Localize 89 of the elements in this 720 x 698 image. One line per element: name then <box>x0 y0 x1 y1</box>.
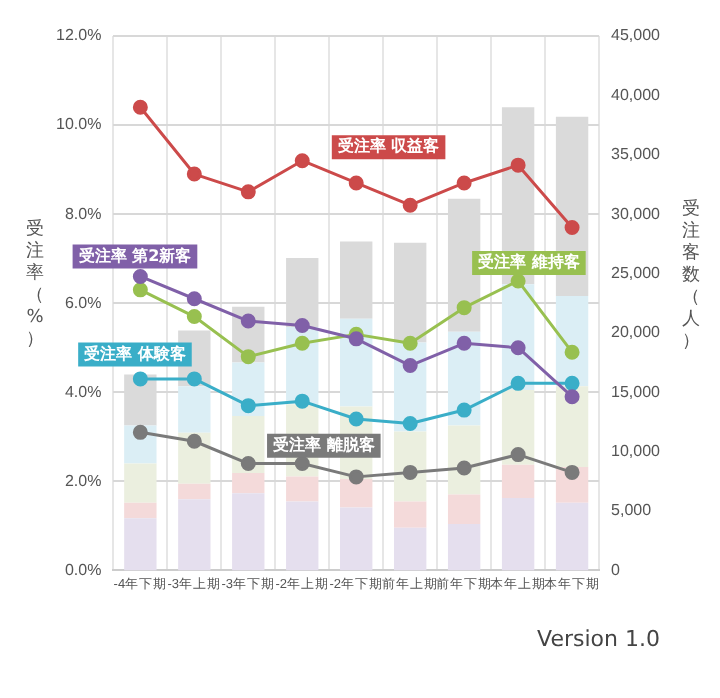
y-tick-label: 2.0% <box>64 471 102 490</box>
y2-tick-label: 5,000 <box>611 501 653 520</box>
bar <box>447 494 481 525</box>
point <box>564 344 580 360</box>
y2-axis-title: 受注客数（人） <box>680 200 702 354</box>
bar <box>178 499 211 571</box>
y2-tick-label: 30,000 <box>611 204 662 223</box>
bar <box>393 527 427 571</box>
y2-tick-label: 40,000 <box>611 85 662 104</box>
y-tick-label: 10.0% <box>55 115 102 134</box>
y-tick-label: 4.0% <box>64 382 102 401</box>
point <box>510 157 526 173</box>
point <box>186 291 202 307</box>
bar <box>555 502 589 571</box>
point <box>510 447 526 463</box>
point <box>456 402 472 418</box>
point <box>348 175 364 191</box>
y2-tick-label: 0 <box>611 560 622 579</box>
point <box>402 415 418 431</box>
point <box>348 331 364 347</box>
series-label: 受注率 体験客 <box>82 342 186 363</box>
y2-tick-label: 15,000 <box>611 382 662 401</box>
point <box>456 300 472 316</box>
point <box>186 433 202 449</box>
bar <box>178 483 211 500</box>
point <box>456 335 472 351</box>
series-label: 受注率 離脱客 <box>271 433 375 454</box>
point <box>456 175 472 191</box>
point <box>132 371 148 387</box>
bar <box>447 425 481 495</box>
point <box>240 184 256 200</box>
point <box>564 219 580 235</box>
y2-tick-label: 20,000 <box>611 323 662 342</box>
point <box>510 273 526 289</box>
y-tick-label: 12.0% <box>55 26 102 45</box>
point <box>564 375 580 391</box>
point <box>294 153 310 169</box>
point <box>132 424 148 440</box>
series-label: 受注率 維持客 <box>476 251 580 272</box>
y2-tick-label: 45,000 <box>611 26 662 45</box>
point <box>348 469 364 485</box>
series-label: 受注率 第2新客 <box>76 244 192 265</box>
point <box>510 375 526 391</box>
point <box>240 313 256 329</box>
point <box>294 393 310 409</box>
point <box>402 358 418 374</box>
y2-tick-label: 35,000 <box>611 145 662 164</box>
point <box>132 99 148 115</box>
y2-tick-label: 10,000 <box>611 442 662 461</box>
bar <box>501 497 535 571</box>
point <box>186 309 202 325</box>
point <box>240 349 256 365</box>
point <box>186 371 202 387</box>
point <box>348 411 364 427</box>
series-label: 受注率 収益客 <box>335 135 440 156</box>
point <box>402 197 418 213</box>
point <box>510 340 526 356</box>
point <box>564 389 580 405</box>
point <box>240 456 256 472</box>
bar <box>124 518 157 571</box>
y2-tick-label: 25,000 <box>611 263 662 282</box>
bar <box>286 501 319 571</box>
bar <box>501 464 535 498</box>
point <box>294 317 310 333</box>
bar <box>178 386 211 433</box>
point <box>402 335 418 351</box>
point <box>240 398 256 414</box>
bar <box>124 463 157 503</box>
point <box>294 335 310 351</box>
y-tick-label: 6.0% <box>64 293 102 312</box>
point <box>564 464 580 480</box>
point <box>456 460 472 476</box>
bar <box>232 493 265 571</box>
point <box>132 268 148 284</box>
y-tick-label: 8.0% <box>64 204 102 223</box>
y-tick-label: 0.0% <box>64 560 102 579</box>
point <box>132 282 148 298</box>
bar <box>340 507 373 571</box>
bar <box>340 478 373 508</box>
bar <box>447 524 481 571</box>
bar <box>286 476 319 502</box>
point <box>186 166 202 182</box>
bar <box>232 473 265 494</box>
text: Version 1.0 <box>537 626 660 652</box>
point <box>402 464 418 480</box>
bar <box>124 502 157 519</box>
point <box>294 456 310 472</box>
y-axis-title: 受注率（%） <box>24 220 46 352</box>
bar <box>393 501 427 528</box>
